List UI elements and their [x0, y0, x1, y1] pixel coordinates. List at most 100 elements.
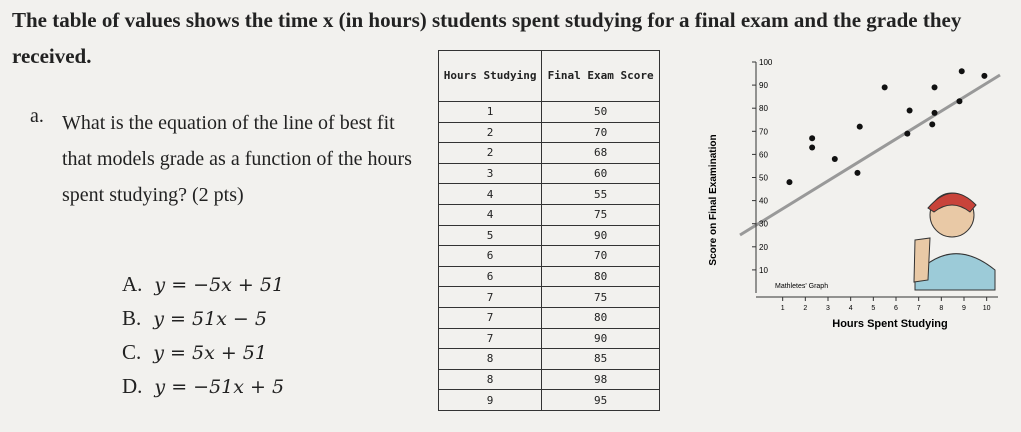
cell: 55	[541, 183, 660, 205]
x-tick-label: 4	[849, 305, 853, 312]
cell: 80	[541, 265, 660, 288]
x-tick-label: 3	[826, 305, 830, 312]
table-row: 6 80	[437, 265, 660, 288]
header: Final Exam Score	[541, 50, 660, 102]
x-tick-label: 9	[962, 305, 966, 312]
option-letter: D.	[122, 374, 143, 398]
y-tick-label: 20	[759, 243, 768, 252]
cell: 6	[437, 245, 543, 267]
option-letter: B.	[122, 306, 142, 330]
data-point	[981, 72, 988, 79]
option-equation: y = 5x + 51	[153, 342, 267, 364]
y-tick-label: 100	[759, 58, 773, 67]
option: B. y = 51x − 5	[122, 306, 267, 331]
cell: 98	[541, 368, 660, 391]
data-table: Hours Studying Final Exam Score 1 50 2 70 2 68 3…	[437, 50, 660, 411]
x-tick-label: 10	[983, 305, 991, 312]
part-label: a.	[30, 105, 44, 127]
data-point	[904, 130, 911, 137]
data-point	[958, 68, 965, 75]
graph: Score on Final Examination Hours Spent S…	[700, 40, 1015, 330]
x-tick-label: 7	[917, 305, 921, 312]
cell: 7	[437, 327, 543, 350]
data-point	[956, 98, 963, 105]
data-point	[786, 179, 793, 186]
y-axis-label: Score on Final Examination	[708, 134, 719, 265]
data-point	[931, 84, 938, 91]
y-tick-label: 40	[759, 197, 768, 206]
table-row: 6 70	[437, 245, 660, 267]
cell: 4	[437, 183, 543, 205]
cell: 1	[437, 101, 543, 123]
cell: 5	[437, 224, 543, 247]
cell: 85	[541, 348, 660, 370]
cell: 4	[437, 203, 543, 226]
table-row: 7 75	[437, 286, 660, 308]
table-row: 9 95	[437, 389, 660, 411]
y-tick-label: 70	[759, 127, 768, 136]
table-row: 1 50	[437, 101, 660, 123]
table-row: 8 98	[437, 368, 660, 391]
data-point	[906, 107, 913, 114]
option-equation: y = −51x + 5	[154, 376, 285, 398]
cell: 3	[437, 162, 543, 185]
table-row: 2 68	[437, 142, 660, 164]
cell: 9	[437, 389, 543, 411]
data-point	[809, 135, 816, 142]
cartoon	[913, 192, 996, 291]
cell: 7	[437, 286, 543, 308]
cell: 2	[437, 142, 543, 164]
cell: 60	[541, 162, 660, 185]
cell: 90	[541, 327, 660, 350]
data-point	[854, 169, 861, 176]
x-tick-label: 8	[939, 305, 943, 312]
cell: 2	[437, 121, 543, 144]
data-point	[931, 109, 938, 116]
intro: The table of values shows the time x (in…	[12, 8, 962, 68]
table-row: 5 90	[437, 224, 660, 247]
prompt: What is the equation of the line of best…	[62, 112, 412, 206]
table-row: 4 55	[437, 183, 660, 205]
table-row: 2 70	[437, 121, 660, 144]
y-tick-label: 80	[759, 104, 768, 113]
option-equation: y = 51x − 5	[153, 308, 267, 330]
table-row: 7 90	[437, 327, 660, 350]
x-tick-label: 6	[894, 305, 898, 312]
option-letter: A.	[122, 272, 143, 296]
cell: 90	[541, 224, 660, 247]
option: D. y = −51x + 5	[122, 374, 284, 399]
caption: Mathletes' Graph	[775, 283, 828, 290]
table-row: 8 85	[437, 348, 660, 370]
cell: 75	[541, 286, 660, 308]
cell: 6	[437, 265, 543, 288]
y-tick-label: 10	[759, 266, 768, 275]
option-letter: C.	[122, 340, 142, 364]
cell: 80	[541, 306, 660, 329]
y-tick-label: 50	[759, 174, 768, 183]
cell: 68	[541, 142, 660, 164]
cell: 7	[437, 306, 543, 329]
y-tick-label: 90	[759, 81, 768, 90]
cell: 8	[437, 348, 543, 370]
cell: 70	[541, 121, 660, 144]
cell: 95	[541, 389, 660, 411]
table-row: 3 60	[437, 162, 660, 185]
y-tick-label: 60	[759, 150, 768, 159]
y-tick-label: 30	[759, 220, 768, 229]
data-point	[929, 121, 936, 128]
option: A. y = −5x + 51	[122, 272, 284, 297]
x-axis-label: Hours Spent Studying	[832, 318, 948, 330]
header: Hours Studying	[437, 50, 543, 102]
cell: 75	[541, 203, 660, 226]
cell: 50	[541, 101, 660, 123]
data-point	[881, 84, 888, 91]
data-point	[809, 144, 816, 151]
data-point	[831, 156, 838, 163]
table-row: 7 80	[437, 306, 660, 329]
cell: 70	[541, 245, 660, 267]
x-tick-label: 5	[871, 305, 875, 312]
table-row: 4 75	[437, 203, 660, 226]
data-point	[856, 123, 863, 130]
option-equation: y = −5x + 51	[154, 274, 285, 296]
